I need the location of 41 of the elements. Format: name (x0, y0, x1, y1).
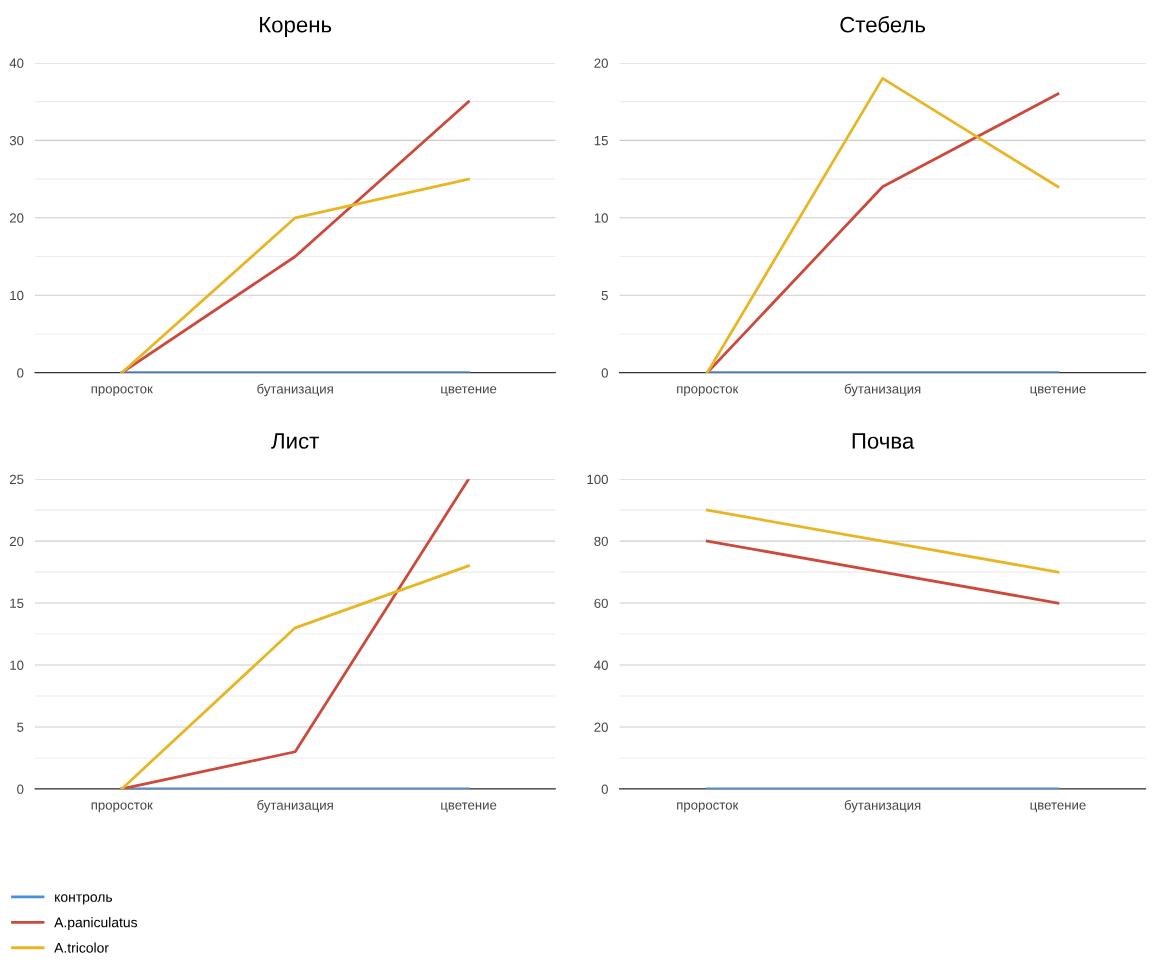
y-tick-label: 30 (9, 135, 24, 146)
x-tick-label: бутанизация (844, 383, 921, 397)
chart-title: Корень (260, 17, 332, 37)
y-tick-label: 15 (10, 598, 24, 608)
x-tick-label: бутанизация (257, 800, 333, 813)
y-tick-label: 0 (601, 784, 608, 794)
y-tick-label: 10 (10, 290, 24, 301)
y-tick-label: 5 (601, 290, 608, 301)
y-tick-label: 60 (594, 598, 608, 608)
y-tick-label: 10 (594, 213, 608, 223)
x-tick-label: бутанизация (257, 383, 333, 397)
x-tick-label: цветение (1030, 802, 1086, 813)
legend-label: A.tricolor (54, 942, 109, 953)
x-tick-label: проросток (677, 386, 739, 397)
y-tick-label: 100 (587, 474, 608, 485)
x-tick-label: бутанизация (844, 800, 921, 813)
y-tick-label: 20 (594, 58, 608, 68)
x-tick-label: проросток (91, 802, 153, 813)
legend-label: контроль (55, 894, 113, 905)
y-tick-label: 0 (17, 368, 24, 378)
y-tick-label: 20 (9, 536, 24, 547)
y-tick-label: 80 (594, 536, 608, 547)
x-tick-label: цветение (1030, 386, 1086, 396)
y-tick-label: 0 (17, 784, 24, 794)
x-tick-label: проросток (677, 802, 739, 813)
y-tick-label: 40 (9, 58, 24, 68)
y-tick-label: 5 (17, 722, 24, 732)
x-tick-label: проросток (91, 386, 153, 397)
y-tick-label: 25 (9, 474, 24, 485)
chart-title: Стебель (840, 16, 926, 33)
chart-title: Лист (271, 433, 319, 449)
y-tick-label: 0 (601, 368, 608, 378)
chart-title: Почва (852, 433, 915, 449)
y-tick-label: 10 (10, 660, 24, 670)
y-tick-label: 40 (594, 660, 608, 670)
y-tick-label: 20 (594, 722, 608, 732)
y-tick-label: 20 (9, 213, 24, 223)
y-tick-label: 15 (594, 136, 608, 146)
x-tick-label: цветение (441, 802, 497, 813)
x-tick-label: цветение (441, 386, 497, 396)
legend-label: A.paniculatus (54, 917, 138, 931)
